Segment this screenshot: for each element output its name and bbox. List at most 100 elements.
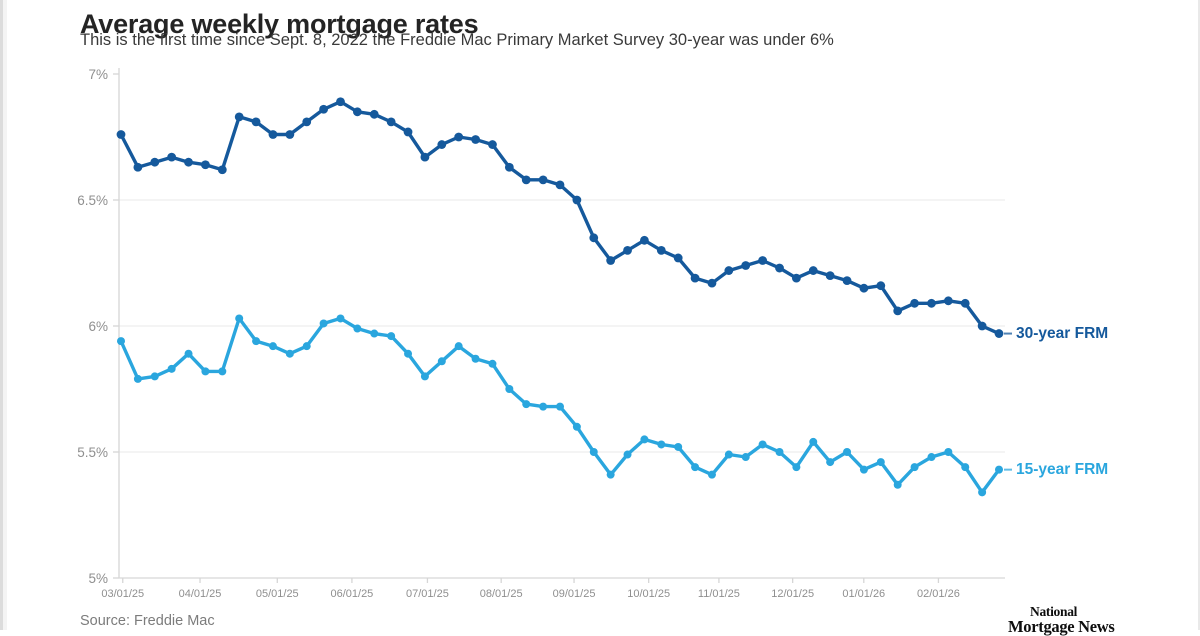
data-point xyxy=(336,314,345,323)
data-point xyxy=(302,342,311,351)
data-point xyxy=(657,440,666,449)
y-axis-tick-label: 5% xyxy=(88,571,108,586)
data-point xyxy=(285,349,294,358)
data-point xyxy=(977,321,987,331)
data-point xyxy=(167,152,177,162)
data-point xyxy=(893,306,903,316)
x-axis-tick-label: 11/01/25 xyxy=(698,588,740,600)
data-point xyxy=(488,140,497,149)
data-point xyxy=(606,470,615,479)
data-point xyxy=(150,372,159,381)
data-point xyxy=(521,175,531,185)
data-point xyxy=(910,463,919,472)
data-point xyxy=(522,400,531,409)
data-point xyxy=(995,465,1003,474)
data-point xyxy=(268,342,277,351)
x-axis-tick-label: 10/01/25 xyxy=(627,588,670,600)
page-subtitle: This is the first time since Sept. 8, 20… xyxy=(80,31,834,49)
x-axis-tick-label: 07/01/25 xyxy=(406,588,449,600)
data-point xyxy=(623,450,632,459)
data-point xyxy=(741,453,750,462)
y-axis-tick-label: 6% xyxy=(88,319,108,334)
data-point xyxy=(471,354,480,363)
data-point xyxy=(234,112,244,122)
data-point xyxy=(386,117,396,127)
data-point xyxy=(944,448,953,456)
data-point xyxy=(251,117,261,127)
data-point xyxy=(420,372,429,381)
data-point xyxy=(707,470,716,479)
data-point xyxy=(623,246,632,255)
data-point xyxy=(876,281,886,291)
series-label-30-year-frm: 30-year FRM xyxy=(1016,325,1109,342)
data-point xyxy=(117,337,125,346)
mortgage-rates-line-chart: 7% 6.5% 6% 5.5% 5% 03/01/25 04/01/25 05/01/25 06… xyxy=(77,67,1012,600)
data-point xyxy=(893,480,902,489)
data-point xyxy=(961,463,970,472)
y-axis-tick-label: 7% xyxy=(88,67,108,82)
data-point xyxy=(319,319,328,328)
data-point xyxy=(505,385,514,393)
data-point xyxy=(656,246,666,255)
data-point xyxy=(556,402,564,411)
data-point xyxy=(353,324,362,333)
data-point xyxy=(437,140,447,149)
data-point xyxy=(927,298,936,308)
data-point xyxy=(133,374,142,383)
data-point xyxy=(842,276,852,286)
data-point xyxy=(218,367,227,376)
data-point xyxy=(504,162,514,172)
data-point xyxy=(775,263,784,273)
data-point xyxy=(150,157,160,167)
data-point xyxy=(420,152,430,162)
data-point xyxy=(724,266,734,275)
data-point xyxy=(268,130,278,139)
x-axis-tick-label: 02/01/26 xyxy=(917,588,960,600)
data-point xyxy=(606,256,616,265)
logo-line-1: National xyxy=(1030,604,1078,619)
series-label-15-year-frm: 15-year FRM xyxy=(1016,461,1109,478)
data-point xyxy=(454,132,464,142)
data-point xyxy=(640,435,649,444)
data-point xyxy=(927,453,936,462)
data-point xyxy=(370,329,379,338)
data-point xyxy=(674,442,683,451)
data-point xyxy=(488,359,497,368)
data-point xyxy=(133,162,143,172)
data-point xyxy=(201,160,210,170)
data-point xyxy=(808,266,818,275)
data-point xyxy=(555,180,565,190)
data-point xyxy=(691,463,700,472)
data-point xyxy=(538,175,548,185)
data-point xyxy=(369,109,379,119)
data-point xyxy=(859,283,869,293)
data-point xyxy=(184,349,193,358)
data-point xyxy=(539,402,548,411)
y-axis-tick-label: 5.5% xyxy=(77,445,108,460)
page-left-edge xyxy=(0,0,3,630)
data-point xyxy=(319,104,329,114)
data-point xyxy=(437,357,446,366)
data-point xyxy=(792,463,801,472)
x-axis-tick-label: 08/01/25 xyxy=(480,588,523,600)
data-point xyxy=(859,465,868,474)
data-point xyxy=(572,422,581,431)
data-point xyxy=(775,448,784,456)
page-left-edge-shade xyxy=(3,0,7,630)
data-point xyxy=(809,437,818,446)
data-point xyxy=(285,130,295,139)
data-point xyxy=(640,235,649,245)
data-point xyxy=(336,97,345,107)
data-point xyxy=(758,256,768,265)
data-point xyxy=(184,157,193,167)
data-point xyxy=(994,329,1004,338)
data-point xyxy=(673,253,683,263)
y-axis-tick-label: 6.5% xyxy=(77,193,108,208)
data-point xyxy=(302,117,312,127)
data-point xyxy=(589,448,598,456)
data-point xyxy=(235,314,244,323)
data-point xyxy=(167,364,176,373)
data-point xyxy=(724,450,733,459)
x-axis-tick-label: 05/01/25 xyxy=(256,588,299,600)
data-point xyxy=(201,367,210,376)
